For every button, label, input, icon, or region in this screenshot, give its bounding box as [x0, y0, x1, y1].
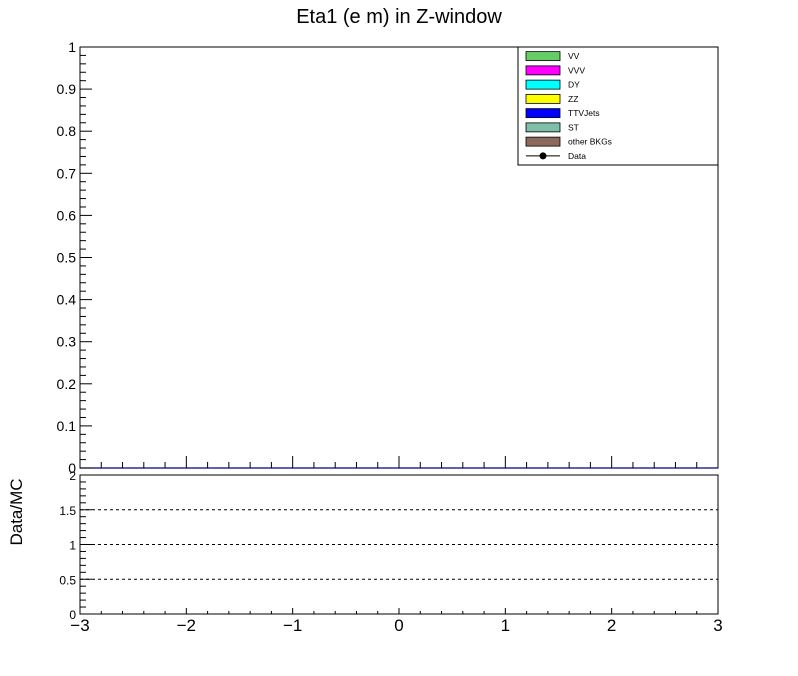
main-y-tick-label: 0.9	[57, 81, 77, 97]
legend-swatch	[525, 79, 561, 90]
ratio-x-tick-label: −3	[70, 616, 89, 635]
ratio-x-tick-label: −2	[177, 616, 196, 635]
ratio-y-tick-label: 1.5	[59, 504, 76, 518]
legend-label: Data	[568, 151, 586, 161]
main-y-tick-label: 0.3	[57, 334, 77, 350]
main-y-tick-label: 0.5	[57, 250, 77, 266]
legend-swatch	[525, 108, 561, 119]
legend-label: TTVJets	[568, 108, 600, 118]
main-y-tick-label: 1	[68, 39, 76, 55]
legend-swatch	[525, 122, 561, 133]
main-y-tick-label: 0	[68, 460, 76, 476]
ratio-y-tick-label: 0.5	[59, 573, 76, 587]
ratio-reference-lines	[80, 509, 718, 580]
ratio-x-tick-label: 0	[394, 616, 403, 635]
legend-swatch	[525, 51, 561, 62]
legend-label: ST	[568, 122, 579, 132]
main-y-tick-label: 0.2	[57, 376, 77, 392]
legend-marker	[539, 152, 547, 160]
ratio-x-tick-label: −1	[283, 616, 302, 635]
main-y-tick-label: 0.6	[57, 207, 77, 223]
legend-label: VV	[568, 51, 580, 61]
ratio-x-tick-label: 2	[607, 616, 616, 635]
ratio-y-tick-label: 2	[69, 469, 76, 483]
legend-label: DY	[568, 80, 580, 90]
ratio-x-tick-label: 1	[501, 616, 510, 635]
legend-label: ZZ	[568, 94, 578, 104]
main-y-tick-label: 0.1	[57, 418, 77, 434]
ratio-x-tick-label: 3	[713, 616, 722, 635]
ratio-y-tick-label: 1	[69, 539, 76, 553]
legend-swatch	[525, 65, 561, 76]
legend-label: VVV	[568, 65, 585, 75]
legend-swatch	[525, 93, 561, 104]
ratio-y-axis-label: Data/MC	[7, 478, 26, 545]
ratio-y-tick-label: 0	[69, 608, 76, 622]
legend-box	[517, 46, 719, 166]
main-y-tick-label: 0.8	[57, 123, 77, 139]
ratio-y-axis: 0 0.5 1 1.5 2	[59, 469, 92, 622]
main-x-axis	[79, 456, 719, 468]
main-y-tick-label: 0.7	[57, 165, 77, 181]
ratio-x-axis: −3 −2 −1 0 1 2 3	[70, 608, 723, 635]
chart-title: Eta1 (e m) in Z-window	[296, 6, 502, 28]
legend-label: other BKGs	[568, 137, 612, 147]
legend-swatch	[525, 136, 561, 147]
main-y-tick-label: 0.4	[57, 292, 77, 308]
main-y-axis: 0 0.1 0.2 0.3 0.4 0.5 0.6 0.7 0.8 0.9 1	[57, 39, 92, 476]
